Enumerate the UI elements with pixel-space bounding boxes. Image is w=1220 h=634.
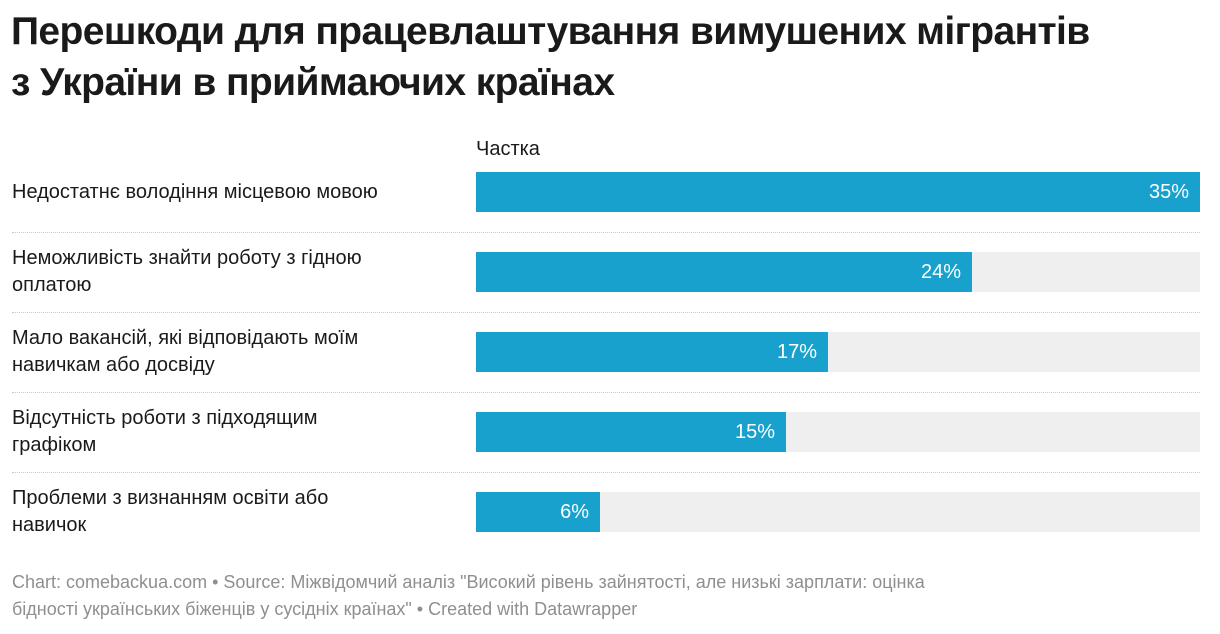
bar-value-label: 35% — [1148, 181, 1189, 203]
category-label: Неможливість знайти роботу з гідною оплат… — [12, 245, 462, 299]
row-separator — [12, 232, 1200, 233]
category-label: Відсутність роботи з підходящим графіком — [12, 405, 462, 459]
category-label-line: оплатою — [12, 274, 92, 296]
bar — [476, 412, 786, 452]
chart-footer: Chart: comebackua.com • Source: Міжвідом… — [12, 569, 1202, 623]
category-label-line: Відсутність роботи з підходящим — [12, 407, 318, 429]
category-label-line: Проблеми з визнанням освіти або — [12, 487, 329, 509]
bar-value-label: 6% — [560, 501, 589, 523]
bar — [476, 252, 972, 292]
bar — [476, 332, 828, 372]
category-label: Мало вакансій, які відповідають моїм нави… — [12, 325, 462, 379]
category-label: Проблеми з визнанням освіти або навичок — [12, 485, 462, 539]
chart-title-line-2: з України в приймаючих країнах — [11, 61, 615, 104]
row-separator — [12, 392, 1200, 393]
category-label: Недостатнє володіння місцевою мовою — [12, 179, 462, 206]
row-separator — [12, 472, 1200, 473]
category-label-line: Неможливість знайти роботу з гідною — [12, 247, 362, 269]
category-label-line: навичкам або досвіду — [12, 354, 215, 376]
value-column-header: Частка — [476, 138, 540, 160]
footer-line-1: Chart: comebackua.com • Source: Міжвідом… — [12, 572, 925, 592]
bar — [476, 172, 1200, 212]
bar — [476, 492, 600, 532]
footer-line-2: бідності українських біженців у сусідніх… — [12, 599, 638, 619]
row-separator — [12, 312, 1200, 313]
bar-value-label: 17% — [776, 341, 817, 363]
category-label-line: Недостатнє володіння місцевою мовою — [12, 181, 378, 203]
category-label-line: навичок — [12, 514, 87, 536]
category-label-line: графіком — [12, 434, 97, 456]
chart-title: Перешкоди для працевлаштування вимушених… — [11, 6, 1206, 108]
bar-value-label: 15% — [734, 421, 775, 443]
category-label-line: Мало вакансій, які відповідають моїм — [12, 327, 359, 349]
chart-title-line-1: Перешкоди для працевлаштування вимушених… — [11, 10, 1090, 53]
bar-value-label: 24% — [920, 261, 961, 283]
